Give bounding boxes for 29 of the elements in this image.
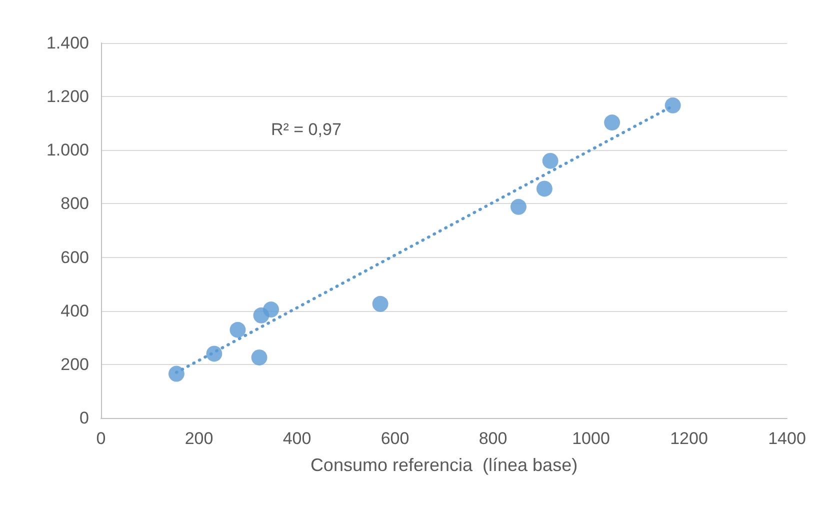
point: [664, 97, 681, 114]
x-tick-label: 0: [96, 429, 106, 448]
point: [542, 152, 558, 169]
y-tick-label: 1.200: [46, 87, 89, 106]
y-tick-label: 400: [60, 301, 89, 320]
y-tick-label: 200: [60, 354, 89, 374]
x-tick-label: 200: [184, 429, 214, 448]
x-tick-label: 800: [478, 429, 508, 448]
x-tick-label: 1000: [572, 429, 610, 448]
y-tick-label: 1.400: [46, 34, 89, 52]
y-tick-label: 0: [80, 408, 89, 428]
point: [251, 349, 268, 366]
point: [510, 198, 526, 215]
point: [230, 322, 246, 338]
y-tick-label: 800: [60, 194, 89, 214]
point: [263, 302, 280, 318]
x-axis-title: Consumo referencia (línea base): [310, 455, 578, 475]
point: [168, 366, 184, 382]
point: [604, 114, 620, 131]
x-tick-label: 1400: [768, 429, 806, 448]
annotation: R² = 0,97: [271, 120, 342, 139]
y-tick-label: 600: [60, 248, 89, 267]
x-tick-label: 600: [380, 429, 410, 448]
point: [372, 296, 388, 312]
x-tick-label: 400: [282, 429, 312, 448]
x-tick-label: 1200: [670, 429, 708, 448]
point: [206, 346, 222, 362]
y-tick-label: 1.000: [46, 140, 89, 160]
point: [536, 180, 552, 197]
